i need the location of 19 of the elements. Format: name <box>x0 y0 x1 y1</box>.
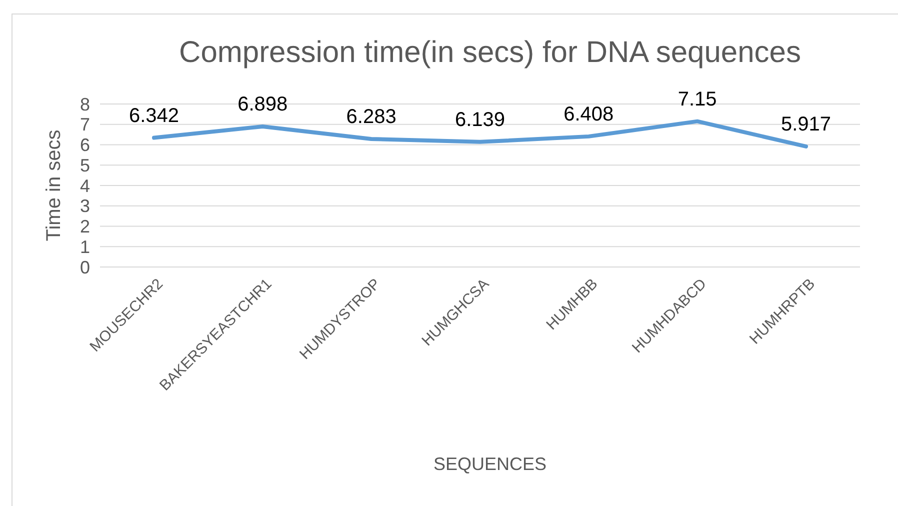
y-tick-label: 6 <box>80 135 90 156</box>
x-axis-title: SEQUENCES <box>433 454 547 474</box>
data-label: 6.342 <box>128 104 180 127</box>
y-tick-label: 0 <box>80 257 90 278</box>
y-tick-label: 3 <box>80 196 90 216</box>
data-label: 6.139 <box>454 108 506 131</box>
y-tick-label: 5 <box>80 155 90 176</box>
y-tick-label: 8 <box>80 94 90 114</box>
y-tick-label: 4 <box>80 176 90 196</box>
y-axis-title: Time in secs <box>43 130 65 242</box>
chart-title: Compression time(in secs) for DNA sequences <box>179 36 801 69</box>
data-label: 6.408 <box>564 103 614 126</box>
data-label: 6.283 <box>346 106 396 128</box>
y-tick-label: 1 <box>80 236 90 257</box>
y-tick-label: 7 <box>80 114 90 135</box>
data-label: 6.898 <box>238 93 288 116</box>
data-label: 7.15 <box>678 88 717 110</box>
y-tick-label: 2 <box>80 216 90 237</box>
data-label: 5.917 <box>780 113 832 136</box>
